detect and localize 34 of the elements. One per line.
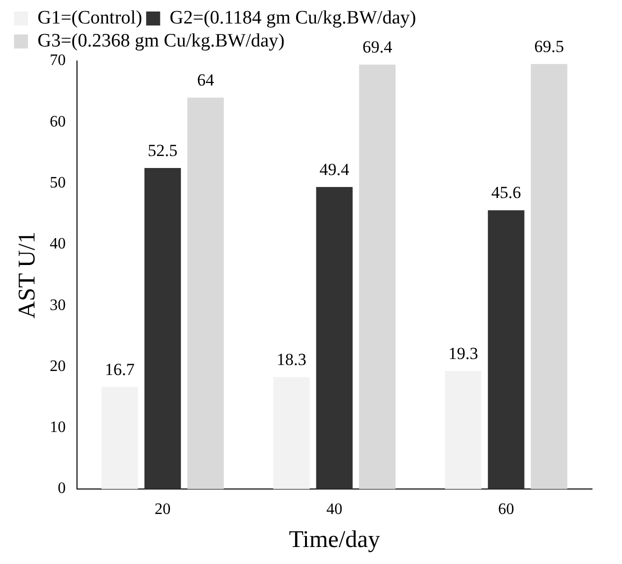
bar bbox=[101, 386, 138, 489]
y-tick-label: 20 bbox=[50, 358, 66, 375]
data-label: 52.5 bbox=[148, 140, 178, 160]
y-tick-label: 60 bbox=[50, 113, 66, 130]
data-label: 64 bbox=[197, 70, 215, 90]
data-label: 69.4 bbox=[362, 38, 393, 57]
data-label: 45.6 bbox=[491, 183, 522, 202]
y-tick-label: 0 bbox=[58, 480, 66, 498]
y-tick-label: 40 bbox=[50, 236, 66, 253]
bar bbox=[530, 64, 568, 489]
bar bbox=[144, 168, 181, 489]
data-label: 49.4 bbox=[320, 160, 350, 179]
y-tick-label: 70 bbox=[50, 52, 66, 70]
legend-label: G1=(Control) bbox=[38, 7, 142, 28]
bar bbox=[316, 186, 353, 489]
bar bbox=[444, 370, 482, 489]
y-tick-label: 10 bbox=[50, 419, 66, 436]
data-label: 18.3 bbox=[276, 350, 306, 370]
legend-label: G2=(0.1184 gm Cu/kg.BW/day) bbox=[170, 7, 416, 28]
data-label: 19.3 bbox=[448, 344, 478, 363]
x-axis-title: Time/day bbox=[288, 526, 380, 553]
data-label: 69.5 bbox=[534, 37, 564, 56]
bar bbox=[488, 210, 524, 489]
x-tick-label: 40 bbox=[326, 500, 342, 518]
bar bbox=[359, 64, 396, 489]
y-tick-label: 30 bbox=[50, 296, 66, 314]
legend-label: G3=(0.2368 gm Cu/kg.BW/day) bbox=[38, 30, 285, 52]
y-axis-title: AST U/1 bbox=[14, 232, 41, 318]
x-tick-label: 60 bbox=[498, 500, 514, 518]
data-label: 16.7 bbox=[104, 360, 136, 379]
y-tick-label: 50 bbox=[50, 174, 66, 192]
bar bbox=[187, 98, 224, 489]
bar bbox=[273, 377, 310, 489]
x-tick-label: 20 bbox=[154, 500, 171, 518]
